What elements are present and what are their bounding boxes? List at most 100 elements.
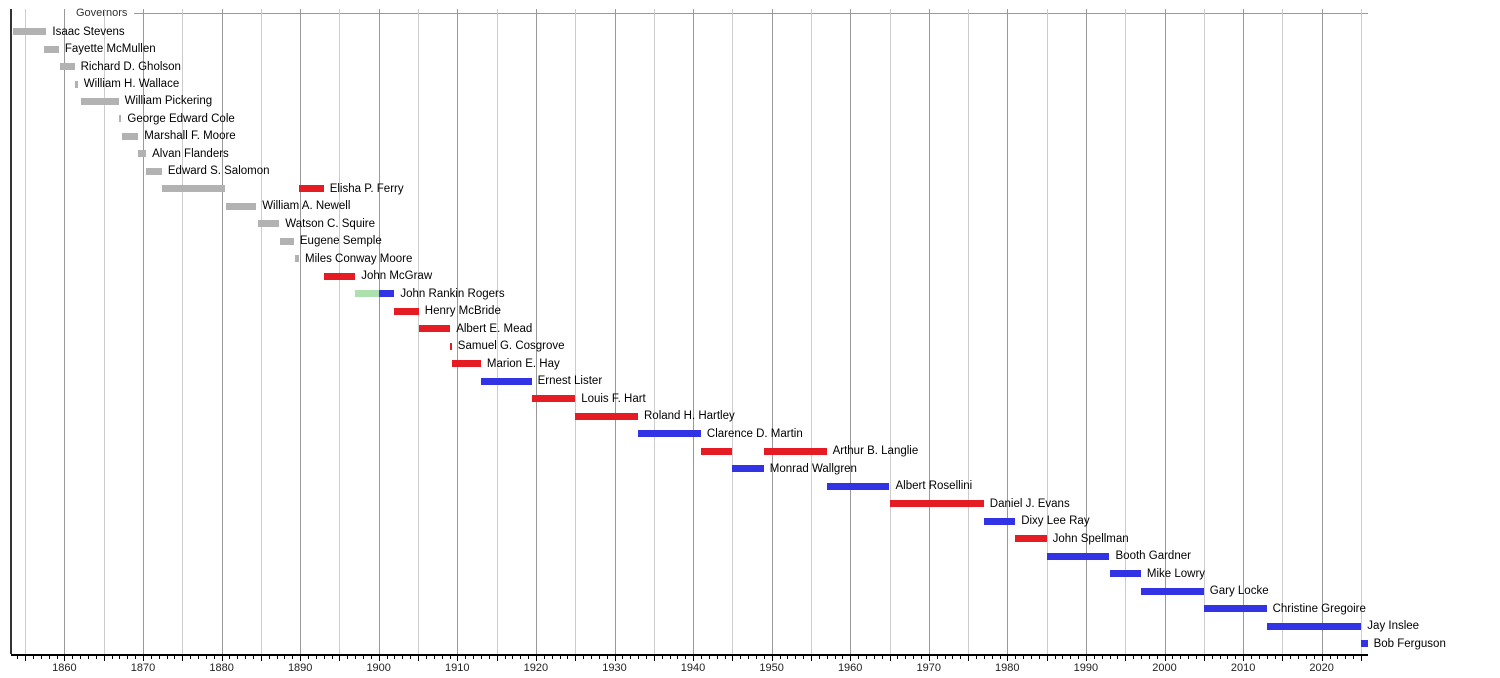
x-axis-tick: [40, 655, 42, 659]
x-axis-tick: [213, 655, 215, 659]
term-bar: [638, 430, 701, 438]
x-axis-tick: [402, 655, 404, 659]
x-axis-tick: [1054, 655, 1056, 659]
x-axis-tick: [25, 655, 27, 661]
x-axis-tick: [630, 655, 632, 659]
x-axis-tick: [944, 655, 946, 659]
x-axis-tick: [308, 655, 309, 659]
x-axis-tick: [1282, 655, 1284, 661]
governor-label: Richard D. Gholson: [80, 60, 181, 73]
gridline-1875: [182, 9, 184, 654]
gridline-1895: [339, 9, 341, 654]
x-tick-label: 1950: [759, 662, 784, 674]
gridline-1905: [418, 9, 419, 654]
x-axis-tick: [205, 655, 207, 659]
x-axis-tick: [700, 655, 702, 659]
x-axis-tick: [292, 655, 294, 659]
x-axis-tick: [1117, 655, 1119, 659]
x-axis-tick: [496, 655, 498, 661]
x-axis-tick: [622, 655, 624, 659]
governor-label: William A. Newell: [262, 200, 351, 213]
x-axis-tick: [221, 655, 223, 661]
x-axis-tick: [1070, 655, 1072, 659]
term-bar: [418, 325, 451, 333]
gridline-1880: [221, 9, 223, 654]
x-axis-tick: [1313, 655, 1315, 659]
x-axis-tick: [48, 655, 50, 659]
x-tick-label: 2000: [1152, 662, 1177, 674]
x-axis-tick: [488, 655, 490, 659]
x-axis-tick: [842, 655, 844, 659]
x-axis-tick: [473, 655, 474, 659]
x-axis-tick: [95, 655, 97, 659]
term-bar: [1203, 605, 1267, 612]
term-bar: [763, 447, 827, 455]
x-axis-tick: [936, 655, 938, 659]
x-axis-tick: [881, 655, 883, 659]
x-axis-tick: [575, 655, 577, 661]
term-bar: [450, 342, 452, 350]
gridline-1975: [968, 9, 970, 654]
gridline-1890: [300, 9, 302, 654]
x-axis-tick: [1243, 655, 1245, 661]
x-axis-tick: [1266, 655, 1268, 659]
x-axis-tick: [17, 655, 19, 659]
term-bar: [575, 412, 639, 420]
x-axis-tick: [268, 655, 270, 659]
x-axis-tick: [669, 655, 671, 659]
term-bar: [279, 237, 294, 245]
x-axis-tick: [300, 655, 302, 661]
term-bar: [889, 500, 984, 508]
x-axis-tick: [708, 655, 710, 659]
x-axis-tick: [323, 655, 325, 659]
x-axis-tick: [260, 655, 262, 661]
x-axis-tick: [80, 655, 82, 659]
x-axis-tick: [284, 655, 286, 659]
governor-label: Eugene Semple: [299, 235, 382, 248]
x-axis-tick: [1015, 655, 1017, 659]
x-axis-tick: [1007, 655, 1009, 661]
gridline-1920: [535, 9, 537, 654]
gridline-1945: [732, 9, 734, 654]
x-axis-tick: [378, 655, 380, 661]
x-axis-tick: [1337, 655, 1339, 659]
x-axis-tick: [512, 655, 514, 659]
x-axis-tick: [480, 655, 482, 659]
x-axis-tick: [551, 655, 553, 659]
x-axis-tick: [999, 655, 1001, 659]
gridline-1960: [850, 9, 852, 654]
x-axis-tick: [1203, 655, 1205, 661]
governor-label: Elisha P. Ferry: [329, 182, 404, 195]
term-bar: [1266, 622, 1362, 630]
x-axis-tick: [787, 655, 789, 659]
x-axis-tick: [520, 655, 522, 659]
gridline-1915: [496, 9, 498, 654]
gridline-1955: [810, 9, 812, 654]
y-axis-spine: [10, 9, 12, 654]
x-axis-tick: [567, 655, 569, 659]
x-axis-tick: [803, 655, 804, 659]
x-axis-tick: [1219, 655, 1221, 659]
x-axis-tick: [716, 655, 718, 659]
x-tick-label: 1870: [130, 662, 156, 674]
gridline-1965: [889, 9, 891, 654]
x-axis-tick: [653, 655, 655, 661]
x-axis-tick: [1250, 655, 1252, 659]
x-axis-tick: [638, 655, 639, 659]
x-axis-tick: [103, 655, 105, 661]
x-axis-tick: [858, 655, 859, 659]
governor-label: William Pickering: [124, 95, 213, 108]
gridline-1860: [64, 9, 66, 654]
x-axis-tick: [363, 655, 364, 659]
x-axis-line: [11, 654, 1368, 656]
x-axis-tick: [724, 655, 726, 659]
term-bar: [378, 290, 395, 298]
x-axis-tick: [355, 655, 357, 659]
x-axis-tick: [905, 655, 907, 659]
title-rule: [134, 13, 1368, 14]
x-axis-tick: [237, 655, 239, 659]
term-bar: [1109, 570, 1141, 577]
governor-label: Bob Ferguson: [1373, 637, 1446, 650]
x-axis-tick: [135, 655, 137, 659]
